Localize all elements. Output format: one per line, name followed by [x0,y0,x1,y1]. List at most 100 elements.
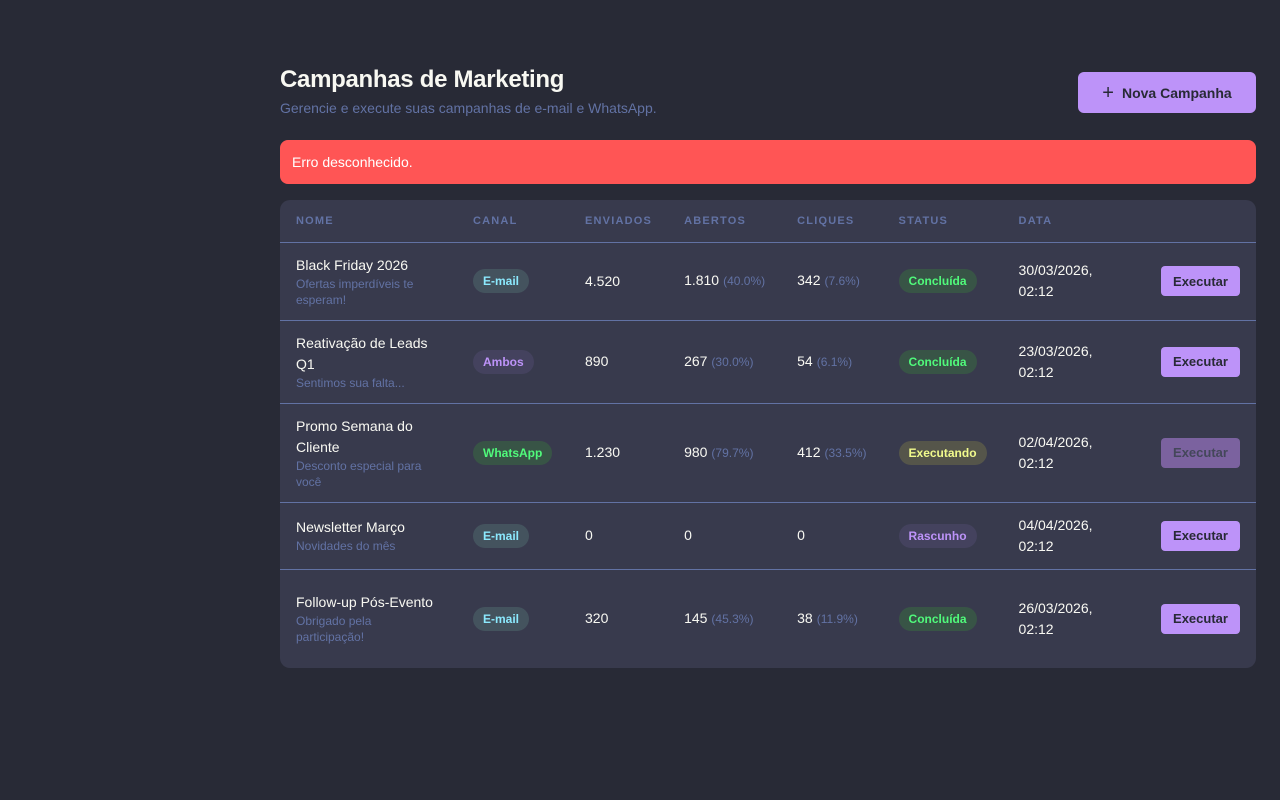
cell-action: Executar [1127,320,1256,404]
cell-sent: 890 [569,320,669,404]
status-badge: Concluída [898,269,977,293]
column-header-nome: NOME [280,200,457,243]
cell-name: Newsletter Março Novidades do mês [280,502,457,570]
cell-sent: 0 [569,502,669,570]
table-row: Black Friday 2026 Ofertas imperdíveis te … [280,242,1256,321]
table-row: Reativação de Leads Q1 Sentimos sua falta… [280,320,1256,404]
click-rate: (7.6%) [824,274,860,288]
campaign-name: Promo Semana do Cliente [296,417,413,455]
cell-clicks: 54 (6.1%) [781,320,883,404]
status-badge: Concluída [898,349,977,374]
sent-count: 0 [585,527,593,543]
campaign-date: 02/04/2026, 02:12 [1018,433,1093,471]
column-header-enviados: ENVIADOS [569,200,669,243]
cell-opened: 145 (45.3%) [668,569,781,668]
opened-rate: (79.7%) [711,445,754,460]
cell-name: Follow-up Pós-Evento Obrigado pela partic… [280,569,457,668]
clicks-count: 342 [797,272,821,288]
cell-status: Concluída [882,320,1003,404]
cell-opened: 1.810 (40.0%) [668,242,782,321]
sent-count: 890 [585,353,609,369]
opened-count: 145 [684,609,708,626]
cell-channel: Ambos [457,320,569,404]
column-header-data: DATA [1002,200,1128,243]
cell-name: Reativação de Leads Q1 Sentimos sua falta… [280,320,457,404]
clicks-count: 0 [797,527,805,543]
campaign-description: Ofertas imperdíveis te esperam! [296,276,414,307]
campaign-name: Newsletter Março [296,519,405,535]
clicks-count: 38 [797,609,813,626]
cell-status: Concluída [882,242,1003,321]
cell-sent: 320 [569,569,668,668]
cell-name: Promo Semana do Cliente Desconto especial… [280,403,457,503]
clicks-count: 412 [797,443,821,460]
cell-clicks: 0 [781,502,883,570]
column-header-canal: CANAL [457,200,569,243]
error-alert: Erro desconhecido. [280,140,1256,184]
opened-rate: (45.3%) [711,611,754,626]
opened-count: 0 [684,527,692,543]
channel-badge: E-mail [473,523,530,548]
cell-action: Executar [1128,569,1256,668]
cell-clicks: 38 (11.9%) [781,569,882,668]
cell-channel: E-mail [457,242,569,321]
sent-count: 320 [585,610,609,627]
cell-date: 30/03/2026, 02:12 [1002,242,1128,321]
execute-button[interactable]: Executar [1161,520,1240,551]
cell-sent: 4.520 [569,242,669,321]
opened-count: 980 [684,443,708,460]
channel-badge: E-mail [473,606,530,631]
column-header-abertos: ABERTOS [668,200,782,243]
cell-opened: 980 (79.7%) [668,403,782,503]
new-campaign-label: Nova Campanha [1121,84,1232,101]
cell-channel: E-mail [457,569,569,668]
opened-count: 267 [684,352,708,369]
cell-action: Executar [1127,242,1256,321]
campaign-date: 23/03/2026, 02:12 [1018,342,1093,380]
column-header-cliques: CLIQUES [781,200,883,243]
cell-status: Concluída [883,569,1003,668]
campaign-description: Novidades do mês [296,539,396,553]
cell-date: 04/04/2026, 02:12 [1002,502,1128,570]
campaigns-table-card: NOME CANAL ENVIADOS ABERTOS CLIQUES STAT… [280,200,1256,668]
status-badge: Rascunho [898,523,977,548]
status-badge: Executando [898,440,987,465]
cell-date: 02/04/2026, 02:12 [1002,403,1128,503]
cell-action: Executar [1127,403,1256,503]
execute-button[interactable]: Executar [1161,603,1240,634]
campaign-date: 30/03/2026, 02:12 [1018,262,1093,299]
status-badge: Concluída [898,606,977,631]
column-header-status: STATUS [882,200,1003,243]
table-row: Newsletter Março Novidades do mês E-mail … [280,502,1256,570]
campaign-name: Black Friday 2026 [296,256,409,273]
main-content: Campanhas de Marketing Gerencie e execut… [280,64,1256,668]
cell-clicks: 342 (7.6%) [781,242,883,321]
execute-button[interactable]: Executar [1161,437,1240,468]
sent-count: 4.520 [585,272,621,289]
cell-clicks: 412 (33.5%) [781,403,883,503]
cell-channel: E-mail [457,502,569,570]
page-header: Campanhas de Marketing Gerencie e execut… [280,64,1256,116]
sent-count: 1.230 [585,444,621,460]
table-row: Promo Semana do Cliente Desconto especial… [280,403,1256,503]
opened-count: 1.810 [684,272,720,288]
cell-opened: 0 [668,502,782,570]
execute-button[interactable]: Executar [1161,346,1240,377]
cell-channel: WhatsApp [457,403,569,503]
campaign-date: 26/03/2026, 02:12 [1018,599,1093,637]
channel-badge: E-mail [473,269,530,293]
campaign-name: Follow-up Pós-Evento [296,594,433,611]
cell-action: Executar [1127,502,1256,570]
page-subtitle: Gerencie e execute suas campanhas de e-m… [280,100,657,116]
table-row: Follow-up Pós-Evento Obrigado pela partic… [280,569,1256,668]
new-campaign-button[interactable]: + Nova Campanha [1078,72,1256,113]
click-rate: (6.1%) [816,354,853,369]
channel-badge: WhatsApp [473,440,553,465]
click-rate: (33.5%) [824,445,867,460]
cell-sent: 1.230 [569,403,669,503]
page-title: Campanhas de Marketing [280,66,565,93]
table-header-row: NOME CANAL ENVIADOS ABERTOS CLIQUES STAT… [280,200,1256,243]
campaign-description: Sentimos sua falta... [296,375,405,390]
click-rate: (11.9%) [816,611,858,626]
execute-button[interactable]: Executar [1161,266,1240,296]
